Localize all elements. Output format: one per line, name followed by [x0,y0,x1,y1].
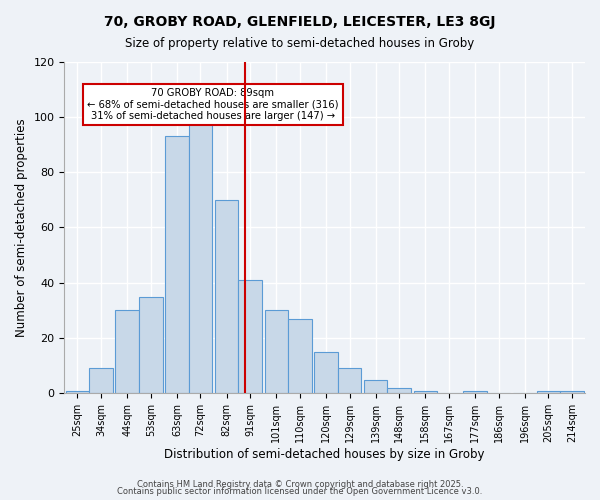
Bar [238,280,262,394]
Bar [215,200,238,394]
Bar [314,352,338,394]
Bar [536,390,560,394]
Text: 70 GROBY ROAD: 89sqm
← 68% of semi-detached houses are smaller (316)
31% of semi: 70 GROBY ROAD: 89sqm ← 68% of semi-detac… [87,88,338,121]
Text: Contains HM Land Registry data © Crown copyright and database right 2025.: Contains HM Land Registry data © Crown c… [137,480,463,489]
Bar [338,368,361,394]
Y-axis label: Number of semi-detached properties: Number of semi-detached properties [15,118,28,336]
Bar [463,390,487,394]
Text: Size of property relative to semi-detached houses in Groby: Size of property relative to semi-detach… [125,38,475,51]
Bar [66,390,89,394]
Bar [413,390,437,394]
Text: 70, GROBY ROAD, GLENFIELD, LEICESTER, LE3 8GJ: 70, GROBY ROAD, GLENFIELD, LEICESTER, LE… [104,15,496,29]
Bar [115,310,139,394]
Bar [89,368,113,394]
Bar [288,318,311,394]
Bar [165,136,188,394]
Bar [265,310,288,394]
Bar [560,390,584,394]
Bar [139,296,163,394]
X-axis label: Distribution of semi-detached houses by size in Groby: Distribution of semi-detached houses by … [164,448,485,461]
Text: Contains public sector information licensed under the Open Government Licence v3: Contains public sector information licen… [118,487,482,496]
Bar [188,117,212,394]
Bar [364,380,388,394]
Bar [388,388,411,394]
